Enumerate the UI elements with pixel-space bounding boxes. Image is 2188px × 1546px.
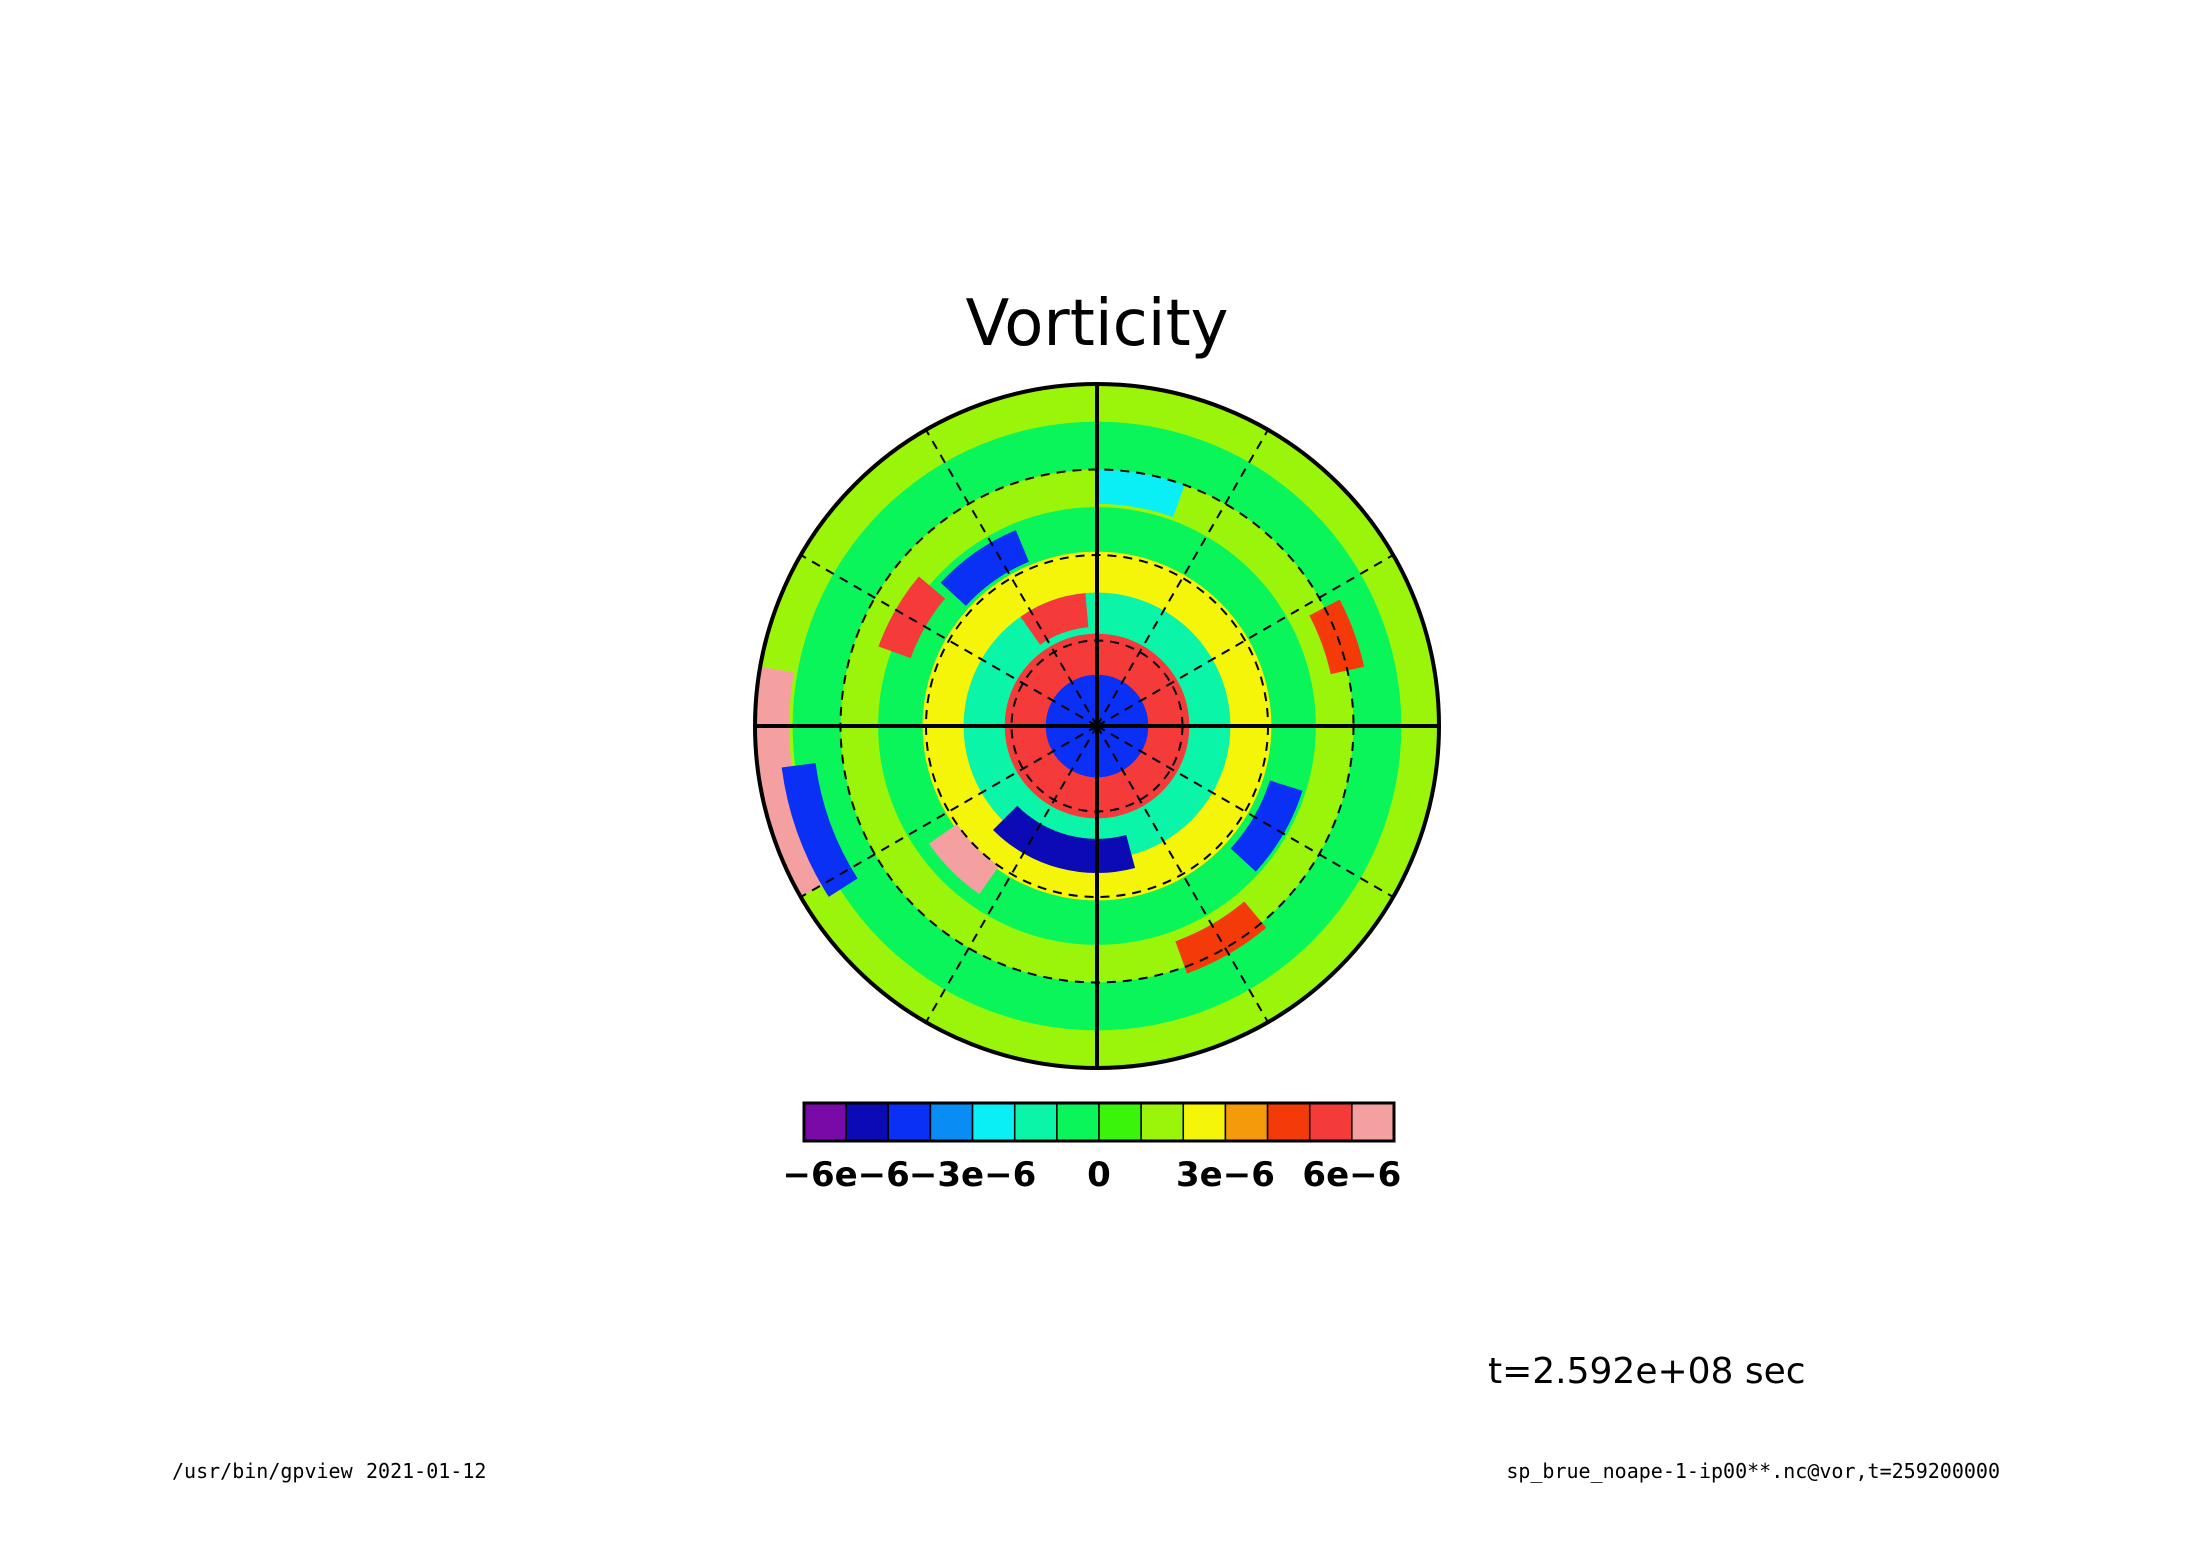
field-feature bbox=[1175, 901, 1267, 974]
colorbar-swatch bbox=[845, 1102, 890, 1142]
colorbar-swatch bbox=[929, 1102, 974, 1142]
colorbar-swatch bbox=[803, 1102, 847, 1142]
field-feature bbox=[781, 763, 858, 897]
colorbar-tick-label: 6e−6 bbox=[1302, 1155, 1401, 1195]
time-label: t=2.592e+08 sec bbox=[1488, 1351, 1806, 1392]
meridian-dashed-line bbox=[1096, 423, 1273, 727]
meridian-dashed-line bbox=[1096, 550, 1400, 727]
meridian-dashed-line bbox=[921, 423, 1098, 727]
colorbar-swatch bbox=[1308, 1102, 1353, 1142]
colorbar-swatch bbox=[971, 1102, 1016, 1142]
colorbar-tick-label: −3e−6 bbox=[909, 1155, 1036, 1195]
field-feature bbox=[1020, 593, 1089, 645]
colorbar-tick-label: 0 bbox=[1087, 1155, 1111, 1195]
field-feature bbox=[1097, 469, 1185, 518]
field-feature bbox=[928, 824, 999, 895]
colorbar-swatch bbox=[1182, 1102, 1227, 1142]
meridian-dashed-line bbox=[1096, 725, 1400, 902]
field-feature bbox=[1230, 780, 1303, 872]
colorbar-tick-label: −6e−6 bbox=[782, 1155, 909, 1195]
colorbar-swatch bbox=[887, 1102, 932, 1142]
colorbar-swatch bbox=[1266, 1102, 1311, 1142]
colorbar-frame bbox=[802, 1101, 1396, 1143]
field-feature bbox=[993, 805, 1136, 874]
meridian-dashed-line bbox=[794, 725, 1098, 902]
colorbar: −6e−6 −3e−6 0 3e−6 6e−6 bbox=[782, 1101, 1401, 1195]
program-path: /usr/bin/gpview bbox=[172, 1459, 354, 1483]
colorbar-tick-label: 3e−6 bbox=[1176, 1155, 1275, 1195]
field-feature bbox=[878, 576, 946, 659]
map-boundary bbox=[753, 382, 1441, 1070]
colorbar-swatch bbox=[1351, 1102, 1395, 1142]
field-feature bbox=[1309, 599, 1365, 675]
run-date: 2021-01-12 bbox=[366, 1459, 486, 1483]
colorbar-swatch bbox=[1056, 1102, 1100, 1142]
field-feature bbox=[940, 530, 1029, 606]
meridian-dashed-line bbox=[1096, 725, 1273, 1029]
colorbar-swatch bbox=[1013, 1102, 1058, 1142]
colorbar-swatch bbox=[1224, 1102, 1269, 1142]
colorbar-swatch bbox=[1140, 1102, 1185, 1142]
source-file: sp_brue_noape-1-ip00**.nc@vor,t=25920000… bbox=[1506, 1459, 2000, 1483]
pole-marker bbox=[1087, 716, 1107, 736]
meridian-dashed-line bbox=[921, 725, 1098, 1029]
chart-title: Vorticity bbox=[965, 287, 1228, 361]
polar-map bbox=[753, 382, 1441, 1070]
meridian-dashed-line bbox=[794, 550, 1098, 727]
graticule bbox=[755, 384, 1439, 1068]
colorbar-swatch bbox=[1098, 1102, 1142, 1142]
